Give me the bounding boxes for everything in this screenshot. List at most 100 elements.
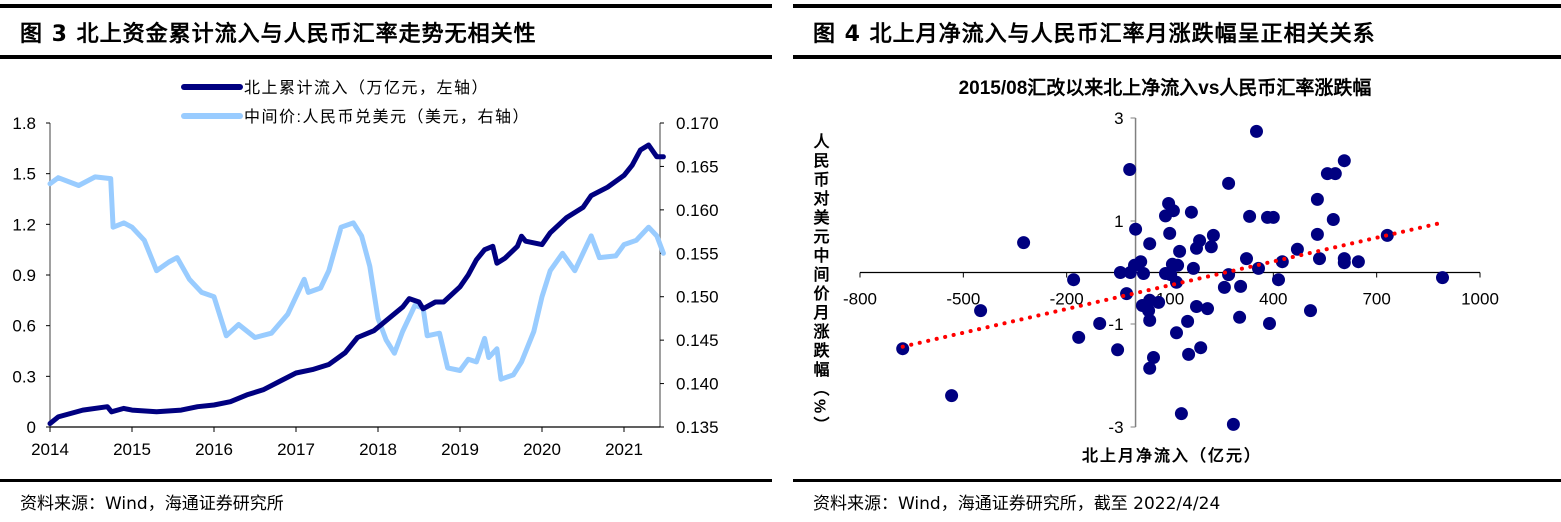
left-tick-label: 0.6 [12, 317, 36, 336]
scatter-point [1163, 226, 1177, 240]
scatter-point [1093, 317, 1107, 330]
scatter-point [1290, 242, 1304, 256]
scatter-point [1266, 210, 1280, 224]
scatter-point [1129, 222, 1143, 236]
top-rule [793, 4, 1561, 8]
scatter-point [1436, 271, 1449, 285]
scatter-point [1067, 273, 1081, 287]
scatter-point [1173, 244, 1187, 258]
x-tick-label: 2019 [441, 440, 479, 459]
scatter-point [1190, 300, 1203, 313]
figure-3-source: 资料来源：Wind，海通证券研究所 [20, 494, 284, 514]
scatter-point [1310, 227, 1324, 241]
scatter-point [1181, 314, 1195, 328]
left-tick-label: 1.5 [12, 165, 36, 184]
right-tick-label: 0.135 [676, 418, 719, 437]
left-tick-label: 0.3 [12, 367, 36, 386]
scatter-point [1171, 258, 1185, 272]
scatter-point [1240, 252, 1253, 266]
scatter-point [1147, 351, 1160, 364]
scatter-point [1337, 256, 1351, 270]
scatter-point [1217, 280, 1231, 294]
right-tick-label: 0.145 [676, 331, 719, 350]
left-tick-label: 0.9 [12, 266, 36, 285]
scatter-point [1170, 326, 1183, 340]
x-tick-label: -200 [1050, 290, 1084, 309]
left-tick-label: 1.8 [12, 114, 36, 133]
scatter-point [1206, 228, 1220, 242]
scatter-point [1234, 279, 1248, 293]
scatter-point [1186, 261, 1200, 275]
scatter-point [1174, 407, 1188, 421]
y-tick-label: 3 [1114, 109, 1123, 128]
x-tick-label: 2017 [277, 440, 315, 459]
scatter-point [1190, 241, 1203, 255]
scatter-point [1111, 343, 1125, 357]
figure-4-source: 资料来源：Wind，海通证券研究所，截至 2022/4/24 [813, 494, 1221, 514]
right-tick-label: 0.150 [676, 288, 719, 307]
scatter-point [1243, 209, 1257, 223]
legend-label: 北上累计流入（万亿元，左轴） [244, 79, 489, 97]
x-tick-label: -800 [843, 290, 877, 309]
right-tick-label: 0.140 [676, 375, 719, 394]
scatter-point [1123, 266, 1137, 279]
x-tick-label: 2018 [359, 440, 397, 459]
x-tick-label: 2016 [195, 440, 233, 459]
scatter-point [1226, 417, 1240, 431]
scatter-point [1310, 192, 1324, 206]
right-tick-label: 0.170 [676, 114, 719, 133]
figure-4-title: 图 4 北上月净流入与人民币汇率月涨跌幅呈正相关关系 [813, 22, 1376, 47]
cumulative-flow-vs-cny-chart: 0 0.3 0.6 0.9 1.2 1.5 1.8 0.135 0.140 0.145 0.150 0… [12, 79, 719, 459]
scatter-point [1123, 163, 1137, 176]
x-tick-label: 2015 [113, 440, 151, 459]
left-tick-label: 0 [27, 418, 36, 437]
scatter-point [1328, 167, 1342, 181]
title-rule [793, 55, 1561, 59]
figure-3-panel: 图 3 北上资金累计流入与人民币汇率走势无相关性 0 0.3 0.6 0.9 1.2 1.… [0, 0, 772, 522]
x-tick-label: -500 [946, 290, 980, 309]
scatter-point [1143, 237, 1157, 251]
top-rule [0, 4, 772, 8]
scatter-point [1304, 304, 1317, 318]
scatter-point [1142, 304, 1156, 318]
right-tick-label: 0.155 [676, 244, 719, 263]
scatter-point [1204, 240, 1218, 254]
scatter-point [1337, 154, 1351, 168]
scatter-point [1250, 124, 1263, 138]
scatter-point [1252, 261, 1265, 275]
left-tick-label: 1.2 [12, 215, 36, 234]
scatter-point [1233, 310, 1247, 324]
scatter-point [1201, 302, 1214, 316]
x-tick-label: 2014 [31, 440, 69, 459]
scatter-point [974, 304, 988, 318]
scatter-point [1143, 361, 1157, 375]
scatter-point [1017, 236, 1031, 250]
scatter-point [1313, 252, 1326, 266]
scatter-title: 2015/08汇改以来北上净流入vs人民币汇率涨跌幅 [959, 76, 1372, 99]
scatter-point [1326, 213, 1340, 226]
scatter-point [1072, 330, 1086, 344]
bottom-rule [793, 479, 1561, 482]
scatter-point [1143, 313, 1157, 327]
scatter-point [1152, 295, 1166, 309]
x-tick-label: 2020 [523, 440, 561, 459]
scatter-point [1137, 267, 1150, 280]
scatter-point [1182, 347, 1196, 361]
scatter-point [1275, 255, 1289, 269]
bottom-rule [0, 479, 772, 482]
x-tick-label: 1000 [1461, 290, 1499, 309]
y-tick-label: -1 [1108, 315, 1123, 334]
northbound-cumulative-line [47, 142, 666, 427]
scatter-point [1194, 341, 1208, 355]
scatter-point [1113, 266, 1127, 279]
x-axis-title: 北上月净流入（亿元） [1082, 446, 1262, 465]
scatter-point [896, 342, 910, 356]
scatter-point [1272, 273, 1285, 287]
scatter-point [1184, 205, 1198, 219]
scatter-point [1222, 176, 1236, 190]
y-tick-label: -3 [1108, 418, 1123, 437]
figure-3-title: 图 3 北上资金累计流入与人民币汇率走势无相关性 [20, 22, 537, 47]
y-tick-label: 1 [1114, 212, 1123, 231]
x-tick-label: 700 [1362, 290, 1390, 309]
cny-usd-midpoint-line [47, 174, 666, 382]
